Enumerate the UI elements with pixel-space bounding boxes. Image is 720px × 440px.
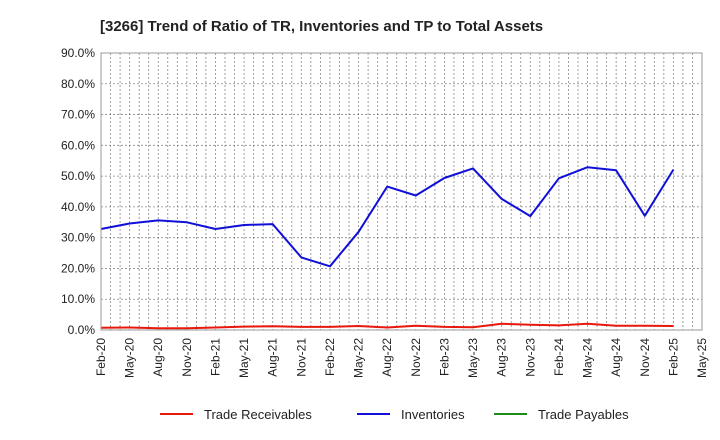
- x-tick-label: Nov-20: [180, 338, 194, 377]
- legend-label: Trade Payables: [538, 407, 629, 422]
- x-tick-label: Aug-24: [609, 338, 623, 377]
- plot-frame: [100, 52, 703, 331]
- x-tick-label: Aug-23: [495, 338, 509, 377]
- y-tick-label: 20.0%: [61, 261, 95, 275]
- y-tick-label: 0.0%: [68, 323, 96, 337]
- x-tick-label: Feb-24: [552, 338, 566, 376]
- x-tick-label: Feb-20: [94, 338, 108, 376]
- chart-title: [3266] Trend of Ratio of TR, Inventories…: [100, 18, 543, 35]
- x-tick-label: Aug-21: [266, 338, 280, 377]
- series-line-inventories: [100, 166, 675, 268]
- x-tick-label: Feb-25: [666, 338, 680, 376]
- x-tick-label: Nov-22: [409, 338, 423, 377]
- x-tick-label: Feb-21: [208, 338, 222, 376]
- x-tick-label: Nov-24: [638, 338, 652, 377]
- x-tick-label: May-21: [237, 338, 251, 378]
- y-tick-label: 50.0%: [61, 169, 95, 183]
- y-axis: 0.0% 10.0% 20.0% 30.0% 40.0% 50.0% 60.0% 70.0% 8…: [61, 46, 95, 337]
- x-tick-label: Aug-20: [151, 338, 165, 377]
- x-tick-label: Feb-22: [323, 338, 337, 376]
- legend: Trade Receivables Inventories Trade Payabl…: [160, 407, 629, 422]
- x-tick-label: May-20: [123, 338, 137, 378]
- y-tick-label: 40.0%: [61, 200, 95, 214]
- x-axis: Feb-20 May-20 Aug-20 Nov-20 Feb-21 May-21 Aug-…: [94, 338, 709, 378]
- x-tick-label: Nov-23: [523, 338, 537, 377]
- y-tick-label: 90.0%: [61, 46, 95, 60]
- y-tick-label: 30.0%: [61, 231, 95, 245]
- x-tick-label: May-25: [695, 338, 709, 378]
- x-tick-label: Feb-23: [437, 338, 451, 376]
- legend-label: Trade Receivables: [204, 407, 312, 422]
- x-tick-label: May-22: [352, 338, 366, 378]
- series-line-trade-receivables: [100, 322, 674, 330]
- x-tick-label: May-23: [466, 338, 480, 378]
- y-tick-label: 10.0%: [61, 292, 95, 306]
- y-tick-label: 80.0%: [61, 77, 95, 91]
- x-tick-label: Nov-21: [294, 338, 308, 377]
- series-lines: [100, 166, 675, 330]
- y-tick-label: 70.0%: [61, 108, 95, 122]
- x-tick-label: May-24: [581, 338, 595, 378]
- y-tick-label: 60.0%: [61, 138, 95, 152]
- x-tick-label: Aug-22: [380, 338, 394, 377]
- legend-label: Inventories: [401, 407, 465, 422]
